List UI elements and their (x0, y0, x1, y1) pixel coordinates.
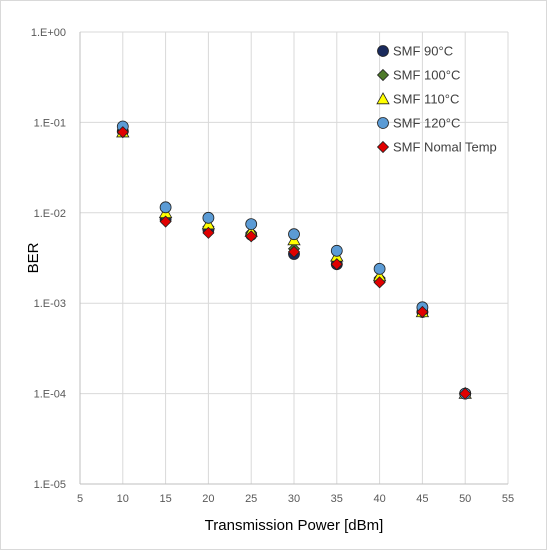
series-4 (116, 126, 472, 400)
data-point (373, 276, 386, 289)
data-point (116, 126, 129, 139)
data-points (116, 120, 472, 400)
x-tick-label: 10 (117, 493, 129, 505)
y-tick-label: 1.E-04 (34, 389, 66, 401)
data-point (288, 228, 300, 241)
legend-marker (377, 117, 389, 129)
data-point (245, 218, 258, 230)
legend-label: SMF 100°C (393, 68, 460, 83)
x-tick-label: 15 (159, 493, 171, 505)
x-tick-label: 20 (202, 493, 214, 505)
legend-item: SMF 100°C (376, 68, 460, 83)
x-tick-label: 5 (77, 493, 83, 505)
x-tick-label: 25 (245, 493, 257, 505)
y-axis-title: BER (25, 242, 42, 273)
legend: SMF 90°C SMF 100°C SMF 110°C SMF 120°C SMF N… (376, 44, 497, 155)
legend-label: SMF Nomal Temp (393, 140, 497, 155)
data-point (202, 211, 215, 224)
data-point (330, 258, 343, 271)
data-point (459, 387, 472, 400)
legend-item: SMF 110°C (376, 92, 459, 107)
x-tick-labels: 5 10 15 20 25 30 35 40 45 50 55 (77, 493, 514, 505)
legend-marker (376, 68, 390, 82)
y-tick-label: 1.E-02 (34, 208, 66, 220)
y-tick-labels: 1.E-05 1.E-04 1.E-03 1.E-02 1.E-01 1.E+00 (31, 27, 66, 491)
y-tick-label: 1.E-05 (34, 479, 66, 491)
legend-item: SMF Nomal Temp (376, 140, 497, 155)
data-point (287, 245, 301, 258)
legend-item: SMF 120°C (377, 116, 460, 131)
legend-item: SMF 90°C (377, 44, 453, 59)
data-point (416, 305, 429, 319)
data-point (245, 230, 258, 243)
x-tick-label: 35 (331, 493, 343, 505)
legend-label: SMF 90°C (393, 44, 453, 59)
legend-label: SMF 110°C (393, 92, 459, 107)
x-tick-label: 50 (459, 493, 471, 505)
legend-label: SMF 120°C (393, 116, 460, 131)
legend-marker (376, 140, 390, 154)
data-point (202, 226, 215, 239)
legend-marker (376, 92, 390, 105)
x-axis-title: Transmission Power [dBm] (205, 517, 384, 534)
data-point (330, 244, 343, 257)
x-tick-label: 40 (373, 493, 385, 505)
x-tick-label: 45 (416, 493, 428, 505)
y-tick-label: 1.E-03 (34, 298, 66, 310)
data-point (159, 201, 172, 214)
data-point (159, 215, 172, 228)
y-tick-label: 1.E-01 (34, 117, 66, 129)
x-tick-label: 30 (288, 493, 300, 505)
y-tick-label: 1.E+00 (31, 27, 66, 39)
series-3 (116, 120, 472, 400)
data-point (373, 262, 386, 275)
axes (79, 32, 508, 485)
x-tick-label: 55 (502, 493, 514, 505)
legend-marker (377, 45, 389, 57)
